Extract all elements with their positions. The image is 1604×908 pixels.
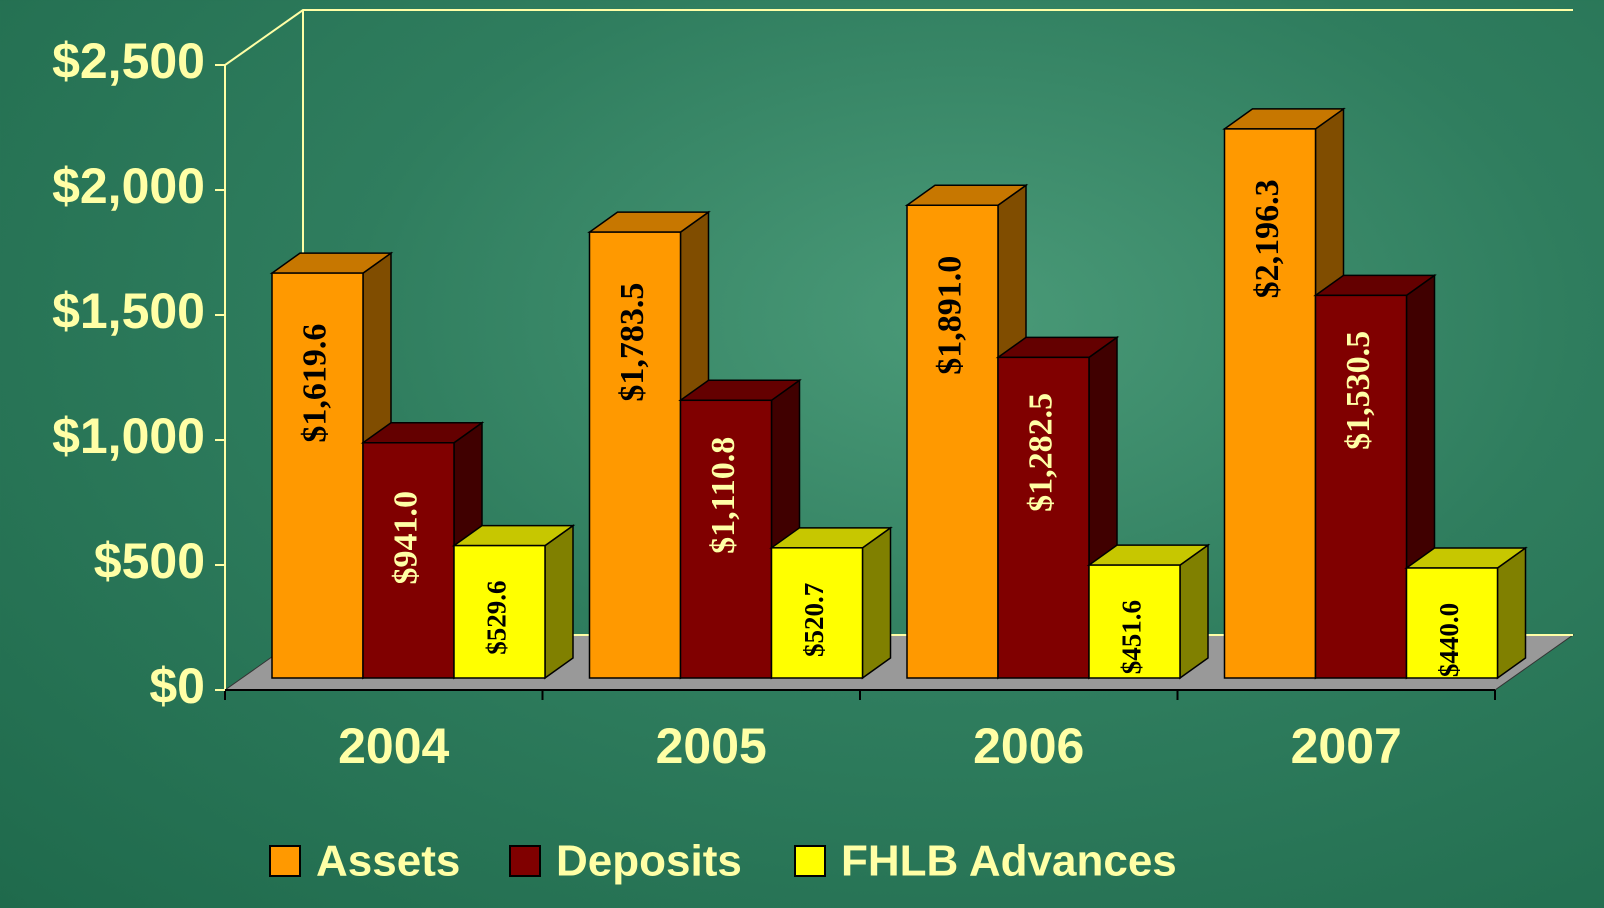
bar: [1313, 273, 1437, 680]
y-tick-label: $1,500: [52, 283, 205, 339]
bar-front: [362, 442, 455, 679]
legend-swatch: [794, 845, 826, 877]
legend-label: Deposits: [556, 837, 742, 886]
value-label: $1,282.5: [1022, 393, 1059, 512]
value-label: $451.6: [1117, 600, 1147, 674]
bar-side: [1496, 546, 1527, 680]
y-tick-label: $2,000: [52, 158, 205, 214]
value-label: $440.0: [1434, 603, 1464, 677]
bar-front: [906, 204, 999, 679]
bar-side: [861, 526, 892, 680]
value-label: $1,619.6: [296, 324, 333, 443]
x-tick-label: 2006: [973, 718, 1084, 774]
legend-swatch: [269, 845, 301, 877]
value-label: $1,110.8: [705, 437, 742, 554]
back-wall: [224, 9, 1573, 690]
legend-label: FHLB Advances: [841, 837, 1177, 886]
legend-swatch: [509, 845, 541, 877]
x-tick-label: 2005: [656, 718, 767, 774]
bar-front: [271, 272, 364, 679]
bar-front: [1314, 294, 1408, 679]
y-tick-label: $0: [149, 658, 205, 714]
value-label: $1,783.5: [614, 283, 651, 402]
y-tick-label: $2,500: [52, 33, 205, 89]
y-tick-label: $1,000: [52, 408, 205, 464]
value-label: $2,196.3: [1249, 179, 1286, 298]
bar-side: [544, 524, 574, 680]
bar-front: [1405, 567, 1499, 679]
bar-front: [588, 231, 682, 679]
y-tick-label: $500: [94, 533, 205, 589]
x-tick-label: 2004: [338, 718, 449, 774]
legend-label: Assets: [316, 837, 460, 886]
bar-front: [679, 399, 773, 679]
bar-side: [1179, 543, 1209, 680]
bar: [1404, 546, 1528, 680]
bar-front: [1088, 564, 1181, 679]
bar: [451, 524, 576, 680]
value-label: $1,891.0: [931, 256, 968, 375]
value-label: $529.6: [482, 580, 512, 654]
bar-front: [770, 547, 864, 679]
x-tick-label: 2007: [1291, 718, 1402, 774]
bar: [1086, 543, 1211, 680]
bar-front: [1223, 128, 1317, 679]
bar: [269, 251, 394, 680]
value-label: $1,530.5: [1340, 331, 1377, 450]
bar: [678, 378, 802, 680]
bar-front: [453, 544, 546, 679]
bar: [769, 526, 893, 680]
bar-front: [997, 356, 1090, 679]
value-label: $520.7: [799, 583, 829, 657]
value-label: $941.0: [387, 491, 424, 585]
